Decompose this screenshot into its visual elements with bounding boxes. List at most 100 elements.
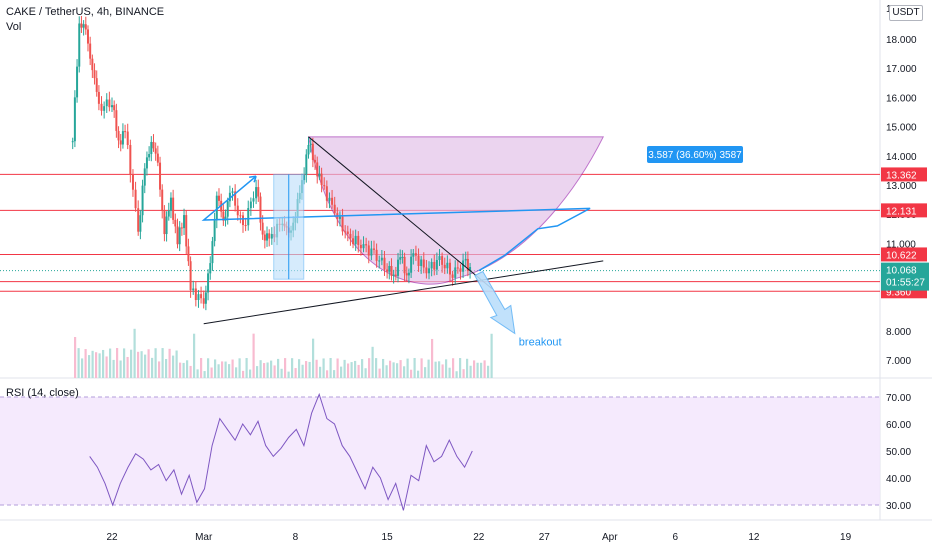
candle-body — [200, 294, 203, 299]
volume-bar — [315, 359, 318, 378]
candle-body — [117, 130, 120, 141]
projection-path — [201, 175, 591, 272]
volume-bar — [417, 370, 420, 378]
candle-body — [349, 233, 352, 239]
candle-body — [80, 23, 83, 28]
candle-body — [354, 235, 357, 245]
volume-bar — [217, 364, 220, 378]
volume-bar — [151, 357, 154, 378]
volume-bar — [224, 361, 227, 378]
volume-bar — [333, 370, 336, 378]
candle-body — [390, 265, 393, 276]
candle-body — [255, 187, 258, 199]
volume-bar — [228, 364, 231, 378]
candle-body — [124, 131, 127, 133]
volume-bar — [161, 348, 164, 378]
rsi-axis-tick: 30.00 — [886, 501, 911, 512]
volume-bar — [357, 364, 360, 378]
candle-body — [84, 24, 87, 30]
time-axis-tick: 19 — [840, 532, 852, 543]
candle-body — [328, 197, 331, 201]
volume-bar — [431, 338, 434, 378]
volume-bar — [77, 348, 80, 378]
volume-bar — [312, 338, 315, 378]
volume-bar — [154, 348, 157, 378]
volume-bar — [119, 360, 122, 378]
candle-body — [266, 233, 269, 241]
volume-bar — [420, 358, 423, 378]
candle-body — [430, 261, 433, 269]
volume-bar — [280, 368, 283, 378]
candle-body — [454, 267, 457, 278]
volume-bar — [466, 358, 469, 378]
level-price-tag-text: 13.362 — [886, 170, 917, 181]
candle-body — [95, 78, 98, 92]
candle-body — [401, 256, 404, 258]
volume-bar — [112, 359, 115, 378]
volume-bar — [364, 368, 367, 378]
volume-bar — [329, 358, 332, 378]
volume-bar — [270, 360, 273, 378]
candle-body — [234, 191, 237, 206]
volume-bar — [186, 360, 189, 378]
price-axis-tick: 17.000 — [886, 64, 917, 75]
candle-body — [111, 105, 113, 108]
time-axis-tick: Apr — [602, 532, 618, 543]
candle-body — [261, 222, 264, 235]
volume-bar — [459, 358, 462, 378]
volume-bar — [399, 360, 402, 378]
rsi-axis-tick: 40.00 — [886, 474, 911, 485]
candle-body — [314, 159, 317, 163]
candle-body — [226, 201, 229, 217]
candle-body — [145, 157, 148, 169]
volume-bar — [231, 359, 234, 378]
time-axis-tick: 8 — [293, 532, 299, 543]
volume-bar — [242, 370, 245, 378]
candle-body — [438, 256, 441, 261]
candle-body — [307, 144, 310, 155]
candle-body — [197, 294, 200, 301]
volume-bar — [480, 362, 483, 378]
candle-body — [331, 197, 334, 205]
volume-bar — [137, 351, 140, 378]
candle-body — [108, 99, 111, 108]
candle-body — [257, 187, 260, 197]
volume-bar — [354, 360, 357, 378]
time-axis-tick: 27 — [539, 532, 551, 543]
candle-body — [215, 195, 218, 221]
candle-body — [161, 189, 164, 211]
candle-body — [137, 208, 140, 232]
volume-bar — [144, 354, 147, 378]
candle-body — [97, 91, 100, 104]
volume-bar — [361, 359, 364, 378]
volume-bar — [256, 366, 259, 378]
candle-body — [139, 215, 142, 232]
volume-bar — [410, 369, 413, 378]
candle-body — [119, 140, 122, 145]
volume-bar — [455, 371, 458, 378]
volume-bar — [116, 348, 119, 378]
volume-bar — [266, 362, 269, 378]
currency-unit-button[interactable]: USDT — [889, 5, 923, 21]
candle-body — [180, 227, 183, 229]
candle-body — [451, 274, 454, 278]
candle-body — [222, 211, 225, 221]
volume-bar — [158, 361, 161, 378]
candle-body — [115, 110, 118, 131]
volume-bar — [371, 346, 374, 378]
volume-bar — [81, 358, 84, 378]
volume-bar — [98, 353, 101, 378]
candle-body — [242, 215, 244, 226]
volume-bar — [462, 369, 465, 378]
candle-body — [126, 131, 129, 145]
candle-body — [410, 256, 413, 273]
candle-body — [82, 24, 85, 28]
volume-bar — [168, 348, 171, 378]
candle-body — [352, 238, 355, 245]
time-axis-tick: 6 — [673, 532, 679, 543]
candle-body — [320, 173, 323, 186]
candle-body — [134, 189, 137, 209]
candle-body — [73, 97, 76, 142]
